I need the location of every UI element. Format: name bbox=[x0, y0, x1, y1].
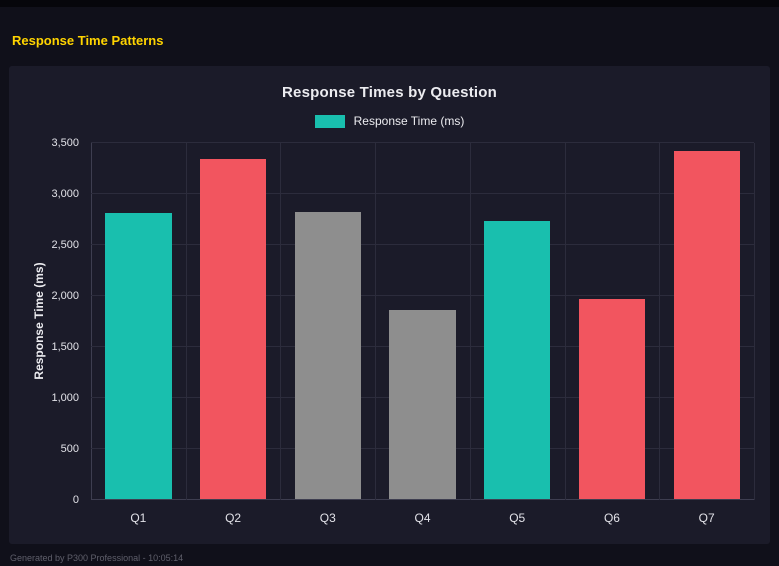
y-axis-tick-labels: 0 500 1,000 1,500 2,000 2,500 3,000 3,500 bbox=[9, 137, 79, 506]
x-tick-label: Q6 bbox=[603, 511, 620, 525]
bar-cell bbox=[659, 143, 754, 500]
x-tick-label: Q3 bbox=[319, 511, 336, 525]
page-title: Response Time Patterns bbox=[12, 33, 164, 48]
bar-q4[interactable] bbox=[389, 310, 456, 499]
v-gridline bbox=[469, 143, 471, 500]
bar-cell bbox=[186, 143, 281, 500]
v-gridline bbox=[754, 143, 755, 500]
top-strip bbox=[0, 0, 779, 7]
v-gridline bbox=[375, 143, 377, 500]
bar-q3[interactable] bbox=[294, 212, 361, 499]
bar-q6[interactable] bbox=[578, 299, 646, 499]
legend-swatch bbox=[314, 114, 345, 128]
bar-row bbox=[91, 143, 754, 500]
bar-q5[interactable] bbox=[484, 220, 551, 499]
y-tick-label: 1,500 bbox=[51, 341, 79, 353]
bar-q7[interactable] bbox=[673, 151, 740, 499]
x-tick-label: Q1 bbox=[130, 511, 147, 525]
bar-q1[interactable] bbox=[105, 213, 172, 499]
h-gridline bbox=[91, 193, 754, 194]
y-tick-label: 2,000 bbox=[51, 290, 79, 302]
bar-cell bbox=[470, 143, 565, 500]
h-gridline bbox=[91, 499, 754, 500]
v-gridline bbox=[185, 143, 187, 500]
v-gridline bbox=[564, 143, 566, 500]
footer-note: Generated by P300 Professional - 10:05:1… bbox=[10, 553, 184, 563]
x-tick-label: Q7 bbox=[698, 511, 715, 525]
bar-cell bbox=[280, 143, 375, 500]
chart-panel: Response Times by Question Response Time… bbox=[9, 66, 770, 544]
h-gridline bbox=[91, 244, 754, 245]
y-tick-label: 2,500 bbox=[51, 239, 79, 251]
x-axis-tick-labels: Q1 Q2 Q3 Q4 Q5 Q6 Q7 bbox=[91, 500, 754, 536]
y-tick-label: 500 bbox=[60, 443, 79, 455]
x-tick-label: Q5 bbox=[509, 511, 526, 525]
v-gridline bbox=[280, 143, 282, 500]
chart-body: Response Time (ms) 0 500 1,000 1,500 2,000 2,… bbox=[9, 137, 770, 543]
y-tick-label: 3,000 bbox=[51, 188, 79, 200]
y-tick-label: 0 bbox=[72, 494, 79, 506]
bar-cell bbox=[565, 143, 660, 500]
v-gridline bbox=[659, 143, 661, 500]
x-tick-label: Q4 bbox=[414, 511, 431, 525]
bar-q2[interactable] bbox=[199, 159, 267, 499]
plot-area bbox=[91, 142, 755, 500]
x-tick-label: Q2 bbox=[225, 511, 242, 525]
y-tick-label: 3,500 bbox=[51, 137, 79, 149]
bar-cell bbox=[91, 143, 186, 500]
y-tick-label: 1,000 bbox=[51, 392, 79, 404]
legend-label: Response Time (ms) bbox=[353, 114, 465, 128]
legend-item[interactable]: Response Time (ms) bbox=[9, 114, 770, 128]
h-gridline bbox=[91, 142, 754, 143]
chart-title: Response Times by Question bbox=[282, 84, 497, 101]
y-axis-line bbox=[91, 143, 92, 500]
bar-cell bbox=[375, 143, 470, 500]
h-gridline bbox=[91, 295, 754, 296]
